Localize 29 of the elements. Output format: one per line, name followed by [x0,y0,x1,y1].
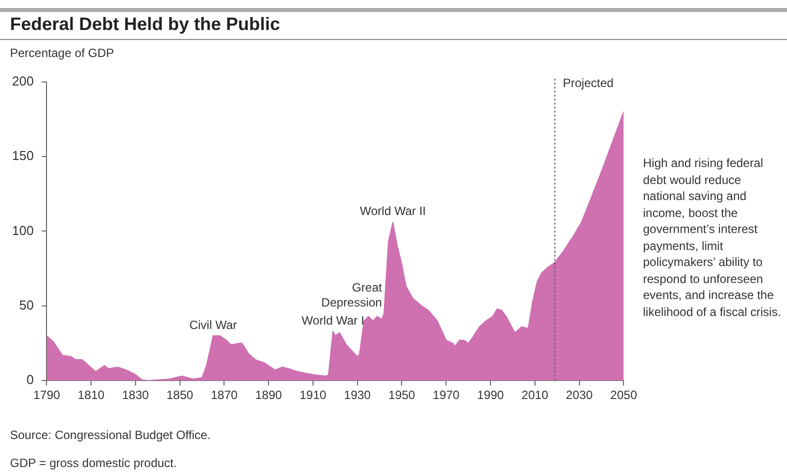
x-tick-label: 1870 [210,388,238,402]
x-tick-label: 2010 [522,388,549,402]
x-tick-label: 1930 [344,388,372,402]
x-tick-label: 1970 [432,388,460,402]
x-tick-label: 1890 [255,388,282,402]
x-tick-label: 1950 [388,388,416,402]
x-tick-label: 1990 [477,388,504,402]
text: GDP = gross domestic product. [10,456,177,470]
annotation: Great Depression [321,280,383,310]
y-tick-label: 0 [26,372,34,388]
x-tick-label: 1850 [166,388,194,402]
y-tick-label: 100 [12,222,34,238]
x-tick-label: 2050 [610,388,638,402]
x-tick-label: 1830 [122,388,150,402]
x-tick-label: 1810 [78,388,105,402]
x-tick-label: 2030 [566,388,593,402]
x-tick-label: 1910 [300,388,327,402]
y-tick-label: 50 [19,297,34,312]
y-axis-title: Percentage of GDP [10,46,114,60]
x-tick-label: 1790 [33,388,60,402]
y-tick-label: 150 [12,148,34,164]
annotation: World War II [360,204,426,218]
chart-title: Federal Debt Held by the Public [10,14,280,35]
text: High and rising federal debt would reduce national saving and income, boost the government’s interest payments, limit policymakers’ ability to respond to unforeseen events, and increase the likelihood of a fiscal crisis. [643,156,782,318]
source-note: Source: Congressional Budget Office. [10,428,211,442]
annotation: Civil War [189,318,237,332]
y-tick-label: 200 [12,73,34,88]
annotation: World War I [302,313,364,328]
ref-line-label: Projected [562,76,614,90]
